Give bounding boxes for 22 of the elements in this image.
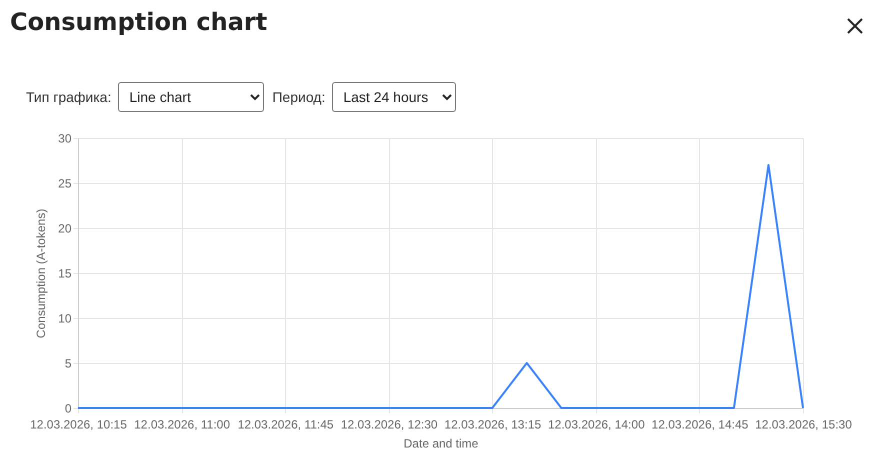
y-tick-label: 25 <box>58 176 72 190</box>
y-tick-label: 20 <box>58 222 72 236</box>
text: Период: <box>272 89 326 105</box>
x-tick-label: 12.03.2026, 13:15 <box>444 418 542 432</box>
y-tick-label: 10 <box>58 312 72 326</box>
x-tick-label: 12.03.2026, 15:30 <box>755 418 852 432</box>
text: Last 24 hours <box>332 82 456 112</box>
y-axis-title: Consumption (A-tokens) <box>34 208 48 338</box>
y-tick-label: 5 <box>64 356 72 370</box>
x-tick-label: 12.03.2026, 12:30 <box>340 418 438 432</box>
x-tick-label: 12.03.2026, 14:45 <box>652 418 749 432</box>
x-tick-label: 12.03.2026, 11:45 <box>238 418 334 432</box>
x-axis-title: Date and time <box>404 436 479 450</box>
x-tick-label: 12.03.2026, 10:15 <box>30 418 128 432</box>
x-tick-label: 12.03.2026, 14:00 <box>548 418 646 432</box>
chart-title: Consumption chart <box>10 8 268 36</box>
text: Line chart <box>118 82 264 112</box>
y-tick-label: 30 <box>58 132 72 146</box>
x-tick-label: 12.03.2026, 11:00 <box>134 418 230 432</box>
y-tick-label: 0 <box>64 402 72 416</box>
y-tick-label: 15 <box>58 266 72 280</box>
text: Тип графика: <box>26 89 112 105</box>
